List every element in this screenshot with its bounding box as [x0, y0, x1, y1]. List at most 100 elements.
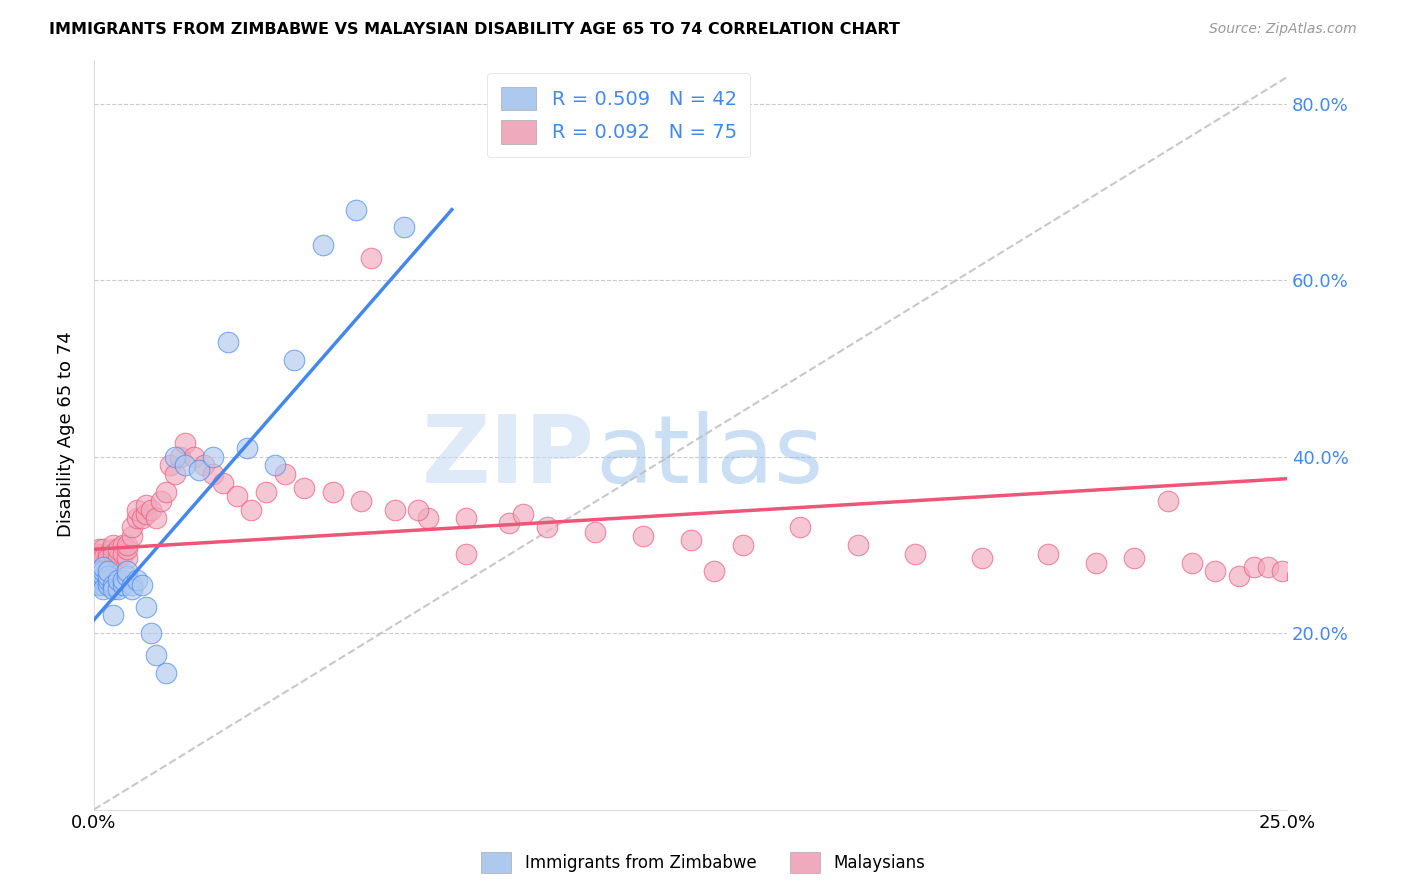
Legend: Immigrants from Zimbabwe, Malaysians: Immigrants from Zimbabwe, Malaysians	[474, 846, 932, 880]
Point	[679, 533, 702, 548]
Point	[87, 568, 110, 582]
Point	[93, 542, 115, 557]
Point	[1157, 493, 1180, 508]
Point	[107, 582, 129, 596]
Point	[536, 520, 558, 534]
Point	[97, 564, 120, 578]
Point	[1038, 547, 1060, 561]
Point	[456, 511, 478, 525]
Point	[141, 502, 163, 516]
Point	[169, 450, 191, 464]
Point	[87, 542, 110, 557]
Point	[408, 502, 430, 516]
Point	[731, 538, 754, 552]
Point	[846, 538, 869, 552]
Point	[970, 551, 993, 566]
Point	[135, 507, 157, 521]
Point	[512, 507, 534, 521]
Point	[312, 238, 335, 252]
Point	[274, 467, 297, 482]
Point	[187, 463, 209, 477]
Point	[226, 489, 249, 503]
Point	[101, 582, 124, 596]
Point	[117, 551, 139, 566]
Point	[360, 251, 382, 265]
Point	[107, 542, 129, 557]
Point	[384, 502, 406, 516]
Point	[97, 547, 120, 561]
Point	[193, 458, 215, 473]
Point	[135, 498, 157, 512]
Point	[93, 547, 115, 561]
Point	[583, 524, 606, 539]
Point	[1205, 564, 1227, 578]
Point	[111, 547, 134, 561]
Point	[87, 573, 110, 587]
Point	[117, 564, 139, 578]
Point	[254, 484, 277, 499]
Point	[117, 568, 139, 582]
Point	[117, 538, 139, 552]
Point	[87, 551, 110, 566]
Point	[107, 551, 129, 566]
Point	[87, 564, 110, 578]
Point	[131, 577, 153, 591]
Point	[93, 577, 115, 591]
Point	[97, 568, 120, 582]
Point	[703, 564, 725, 578]
Point	[101, 538, 124, 552]
Point	[97, 573, 120, 587]
Point	[93, 582, 115, 596]
Point	[350, 493, 373, 508]
Point	[159, 458, 181, 473]
Point	[121, 582, 143, 596]
Point	[1123, 551, 1146, 566]
Point	[87, 577, 110, 591]
Point	[498, 516, 520, 530]
Point	[141, 626, 163, 640]
Point	[165, 450, 187, 464]
Point	[1181, 556, 1204, 570]
Point	[93, 568, 115, 582]
Point	[1227, 568, 1250, 582]
Point	[93, 556, 115, 570]
Point	[101, 608, 124, 623]
Point	[111, 538, 134, 552]
Point	[456, 547, 478, 561]
Point	[121, 577, 143, 591]
Point	[155, 665, 177, 680]
Point	[149, 493, 172, 508]
Point	[107, 573, 129, 587]
Point	[97, 577, 120, 591]
Point	[322, 484, 344, 499]
Y-axis label: Disability Age 65 to 74: Disability Age 65 to 74	[58, 332, 75, 538]
Point	[173, 458, 195, 473]
Point	[202, 467, 225, 482]
Point	[93, 564, 115, 578]
Point	[346, 202, 368, 217]
Point	[789, 520, 811, 534]
Point	[87, 547, 110, 561]
Point	[93, 560, 115, 574]
Point	[165, 467, 187, 482]
Point	[392, 220, 415, 235]
Point	[101, 547, 124, 561]
Point	[111, 577, 134, 591]
Point	[145, 648, 167, 662]
Point	[235, 441, 257, 455]
Point	[283, 352, 305, 367]
Point	[121, 529, 143, 543]
Point	[93, 551, 115, 566]
Point	[125, 511, 148, 525]
Point	[202, 450, 225, 464]
Point	[1271, 564, 1294, 578]
Point	[1285, 568, 1308, 582]
Point	[416, 511, 439, 525]
Point	[101, 577, 124, 591]
Legend: R = 0.509   N = 42, R = 0.092   N = 75: R = 0.509 N = 42, R = 0.092 N = 75	[488, 73, 751, 158]
Text: atlas: atlas	[595, 411, 824, 503]
Point	[217, 334, 239, 349]
Point	[125, 573, 148, 587]
Text: Source: ZipAtlas.com: Source: ZipAtlas.com	[1209, 22, 1357, 37]
Point	[183, 450, 205, 464]
